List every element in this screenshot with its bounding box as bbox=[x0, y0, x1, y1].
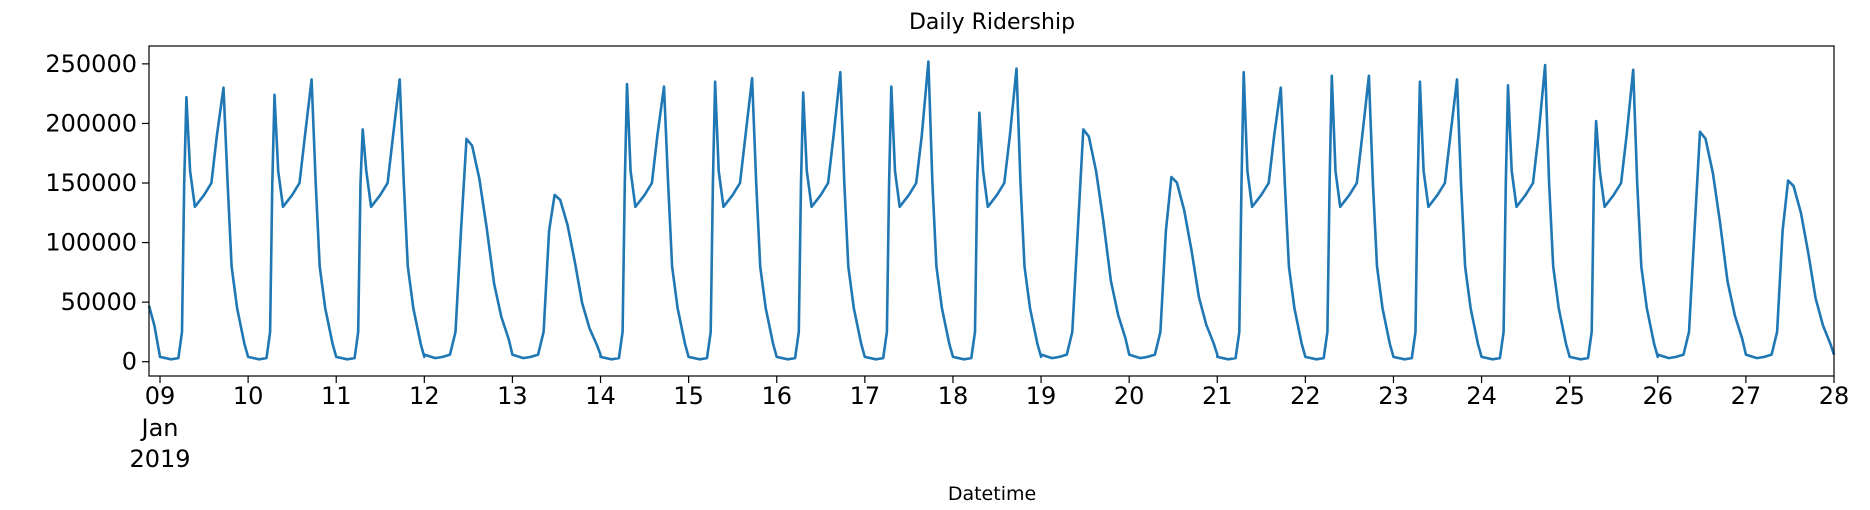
x-tick-label: 25 bbox=[1554, 382, 1585, 410]
y-tick-label: 100000 bbox=[45, 229, 137, 257]
ridership-line bbox=[147, 60, 1836, 361]
y-axis: 0 50000 100000 150000 200000 250000 bbox=[45, 50, 149, 376]
x-tick-label: 16 bbox=[761, 382, 792, 410]
x-tick-label: 20 bbox=[1114, 382, 1145, 410]
x-tick-label: 12 bbox=[409, 382, 440, 410]
x-tick-label: 15 bbox=[673, 382, 704, 410]
x-tick-label: 28 bbox=[1819, 382, 1850, 410]
x-tick-sublabel: 2019 bbox=[129, 445, 190, 473]
x-tick-label: 26 bbox=[1643, 382, 1674, 410]
x-tick-label: 21 bbox=[1202, 382, 1233, 410]
x-tick-label: 22 bbox=[1290, 382, 1321, 410]
x-tick-label: 10 bbox=[233, 382, 264, 410]
y-tick-label: 150000 bbox=[45, 169, 137, 197]
x-tick-label: 17 bbox=[850, 382, 881, 410]
x-tick-label: 19 bbox=[1026, 382, 1057, 410]
x-tick-sublabel: Jan bbox=[140, 414, 179, 442]
x-tick-label: 24 bbox=[1466, 382, 1497, 410]
x-tick-label: 23 bbox=[1378, 382, 1409, 410]
x-tick-label: 18 bbox=[938, 382, 969, 410]
chart-title: Daily Ridership bbox=[909, 10, 1075, 35]
y-tick-label: 250000 bbox=[45, 50, 137, 78]
x-tick-label: 13 bbox=[497, 382, 528, 410]
x-tick-label: 09 bbox=[145, 382, 176, 410]
x-tick-label: 11 bbox=[321, 382, 352, 410]
y-tick-label: 50000 bbox=[61, 288, 137, 316]
y-tick-label: 0 bbox=[122, 348, 137, 376]
y-tick-label: 200000 bbox=[45, 109, 137, 137]
x-axis-label: Datetime bbox=[948, 483, 1036, 505]
x-tick-label: 27 bbox=[1731, 382, 1762, 410]
plot-area bbox=[147, 60, 1836, 361]
x-tick-label: 14 bbox=[585, 382, 616, 410]
plot-frame bbox=[148, 45, 1835, 377]
x-axis: 09 10 11 12 13 14 15 16 17 18 19 20 21 22 23 24 25 26 27 28… bbox=[129, 376, 1849, 473]
